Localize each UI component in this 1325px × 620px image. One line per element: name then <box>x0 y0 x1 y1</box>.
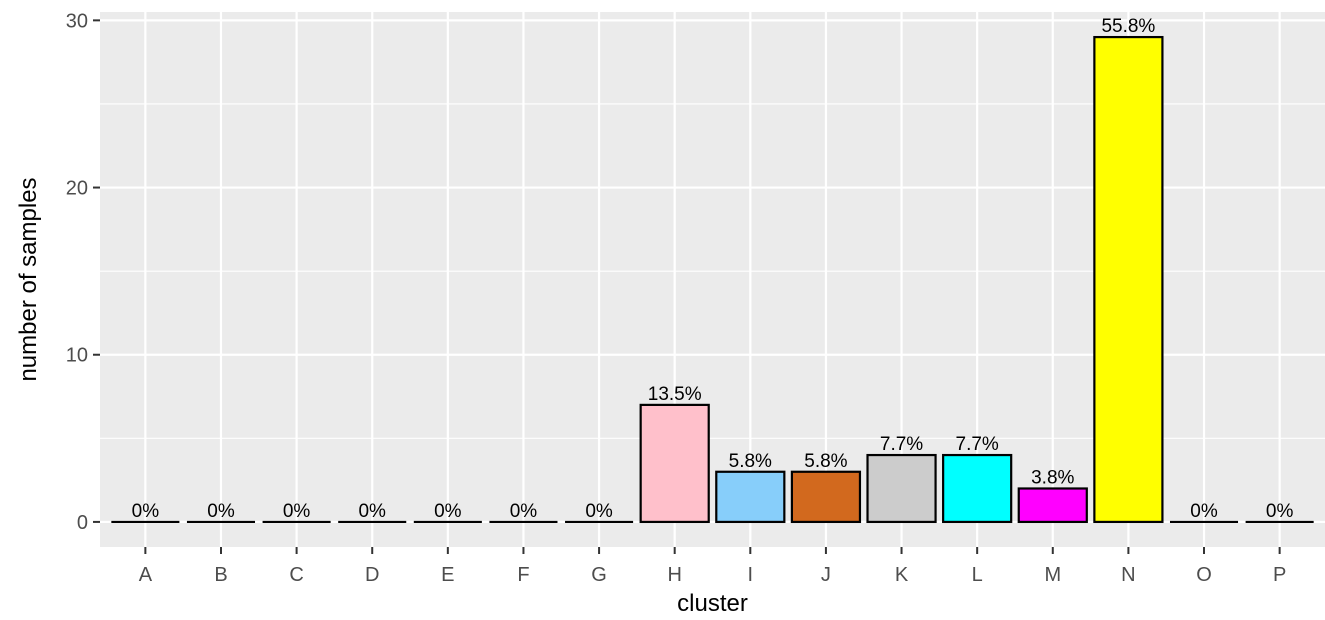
bar-label-P: 0% <box>1266 501 1294 522</box>
y-axis-title: number of samples <box>15 177 42 381</box>
bar-K <box>866 453 937 524</box>
bars <box>111 35 1314 524</box>
x-tick-label: A <box>139 564 153 586</box>
x-tick-label: H <box>667 564 681 586</box>
bar-value-labels: 0% 0% 0% 0% 0% 0% 0% 13.5% 5.8% 5.8% 7.7% 7.7% 3.8% 5… <box>132 16 1294 522</box>
bar-label-G: 0% <box>585 501 613 522</box>
bar-H <box>639 403 710 524</box>
x-tick-label: G <box>591 564 607 586</box>
x-tick-label: N <box>1121 564 1135 586</box>
bar-label-E: 0% <box>434 501 462 522</box>
x-tick-label: P <box>1273 564 1286 586</box>
x-tick-label: K <box>895 564 909 586</box>
y-tick-label: 10 <box>66 345 88 367</box>
bar-label-H: 13.5% <box>648 384 702 405</box>
x-axis: A B C D E F G H I J K L M N O P <box>139 547 1286 586</box>
bar-label-O: 0% <box>1190 501 1218 522</box>
bar-label-F: 0% <box>510 501 538 522</box>
y-tick-label: 30 <box>66 10 88 32</box>
x-tick-label: M <box>1044 564 1061 586</box>
x-tick-label: I <box>748 564 754 586</box>
bar-I <box>715 470 786 524</box>
bar-label-I: 5.8% <box>729 451 772 472</box>
y-tick-label: 20 <box>66 178 88 200</box>
bar-label-J: 5.8% <box>804 451 847 472</box>
bar-label-C: 0% <box>283 501 311 522</box>
x-axis-title: cluster <box>677 590 748 617</box>
x-tick-label: L <box>972 564 983 586</box>
bar-label-M: 3.8% <box>1031 467 1074 488</box>
bar-label-A: 0% <box>132 501 160 522</box>
bar-label-K: 7.7% <box>880 434 923 455</box>
x-tick-label: F <box>517 564 529 586</box>
bar-J <box>790 470 862 524</box>
bar-label-L: 7.7% <box>956 434 999 455</box>
y-axis: 0 10 20 30 <box>66 10 100 534</box>
y-tick-label: 0 <box>77 512 88 534</box>
x-tick-label: E <box>441 564 454 586</box>
bar-N <box>1093 35 1164 524</box>
x-tick-label: B <box>214 564 227 586</box>
bar-L <box>942 453 1013 524</box>
x-tick-label: O <box>1196 564 1212 586</box>
x-tick-label: J <box>821 564 831 586</box>
bar-label-B: 0% <box>207 501 235 522</box>
x-tick-label: D <box>365 564 379 586</box>
bar-M <box>1017 487 1088 524</box>
x-tick-label: C <box>289 564 303 586</box>
bar-label-N: 55.8% <box>1101 16 1155 37</box>
bar-label-D: 0% <box>358 501 386 522</box>
